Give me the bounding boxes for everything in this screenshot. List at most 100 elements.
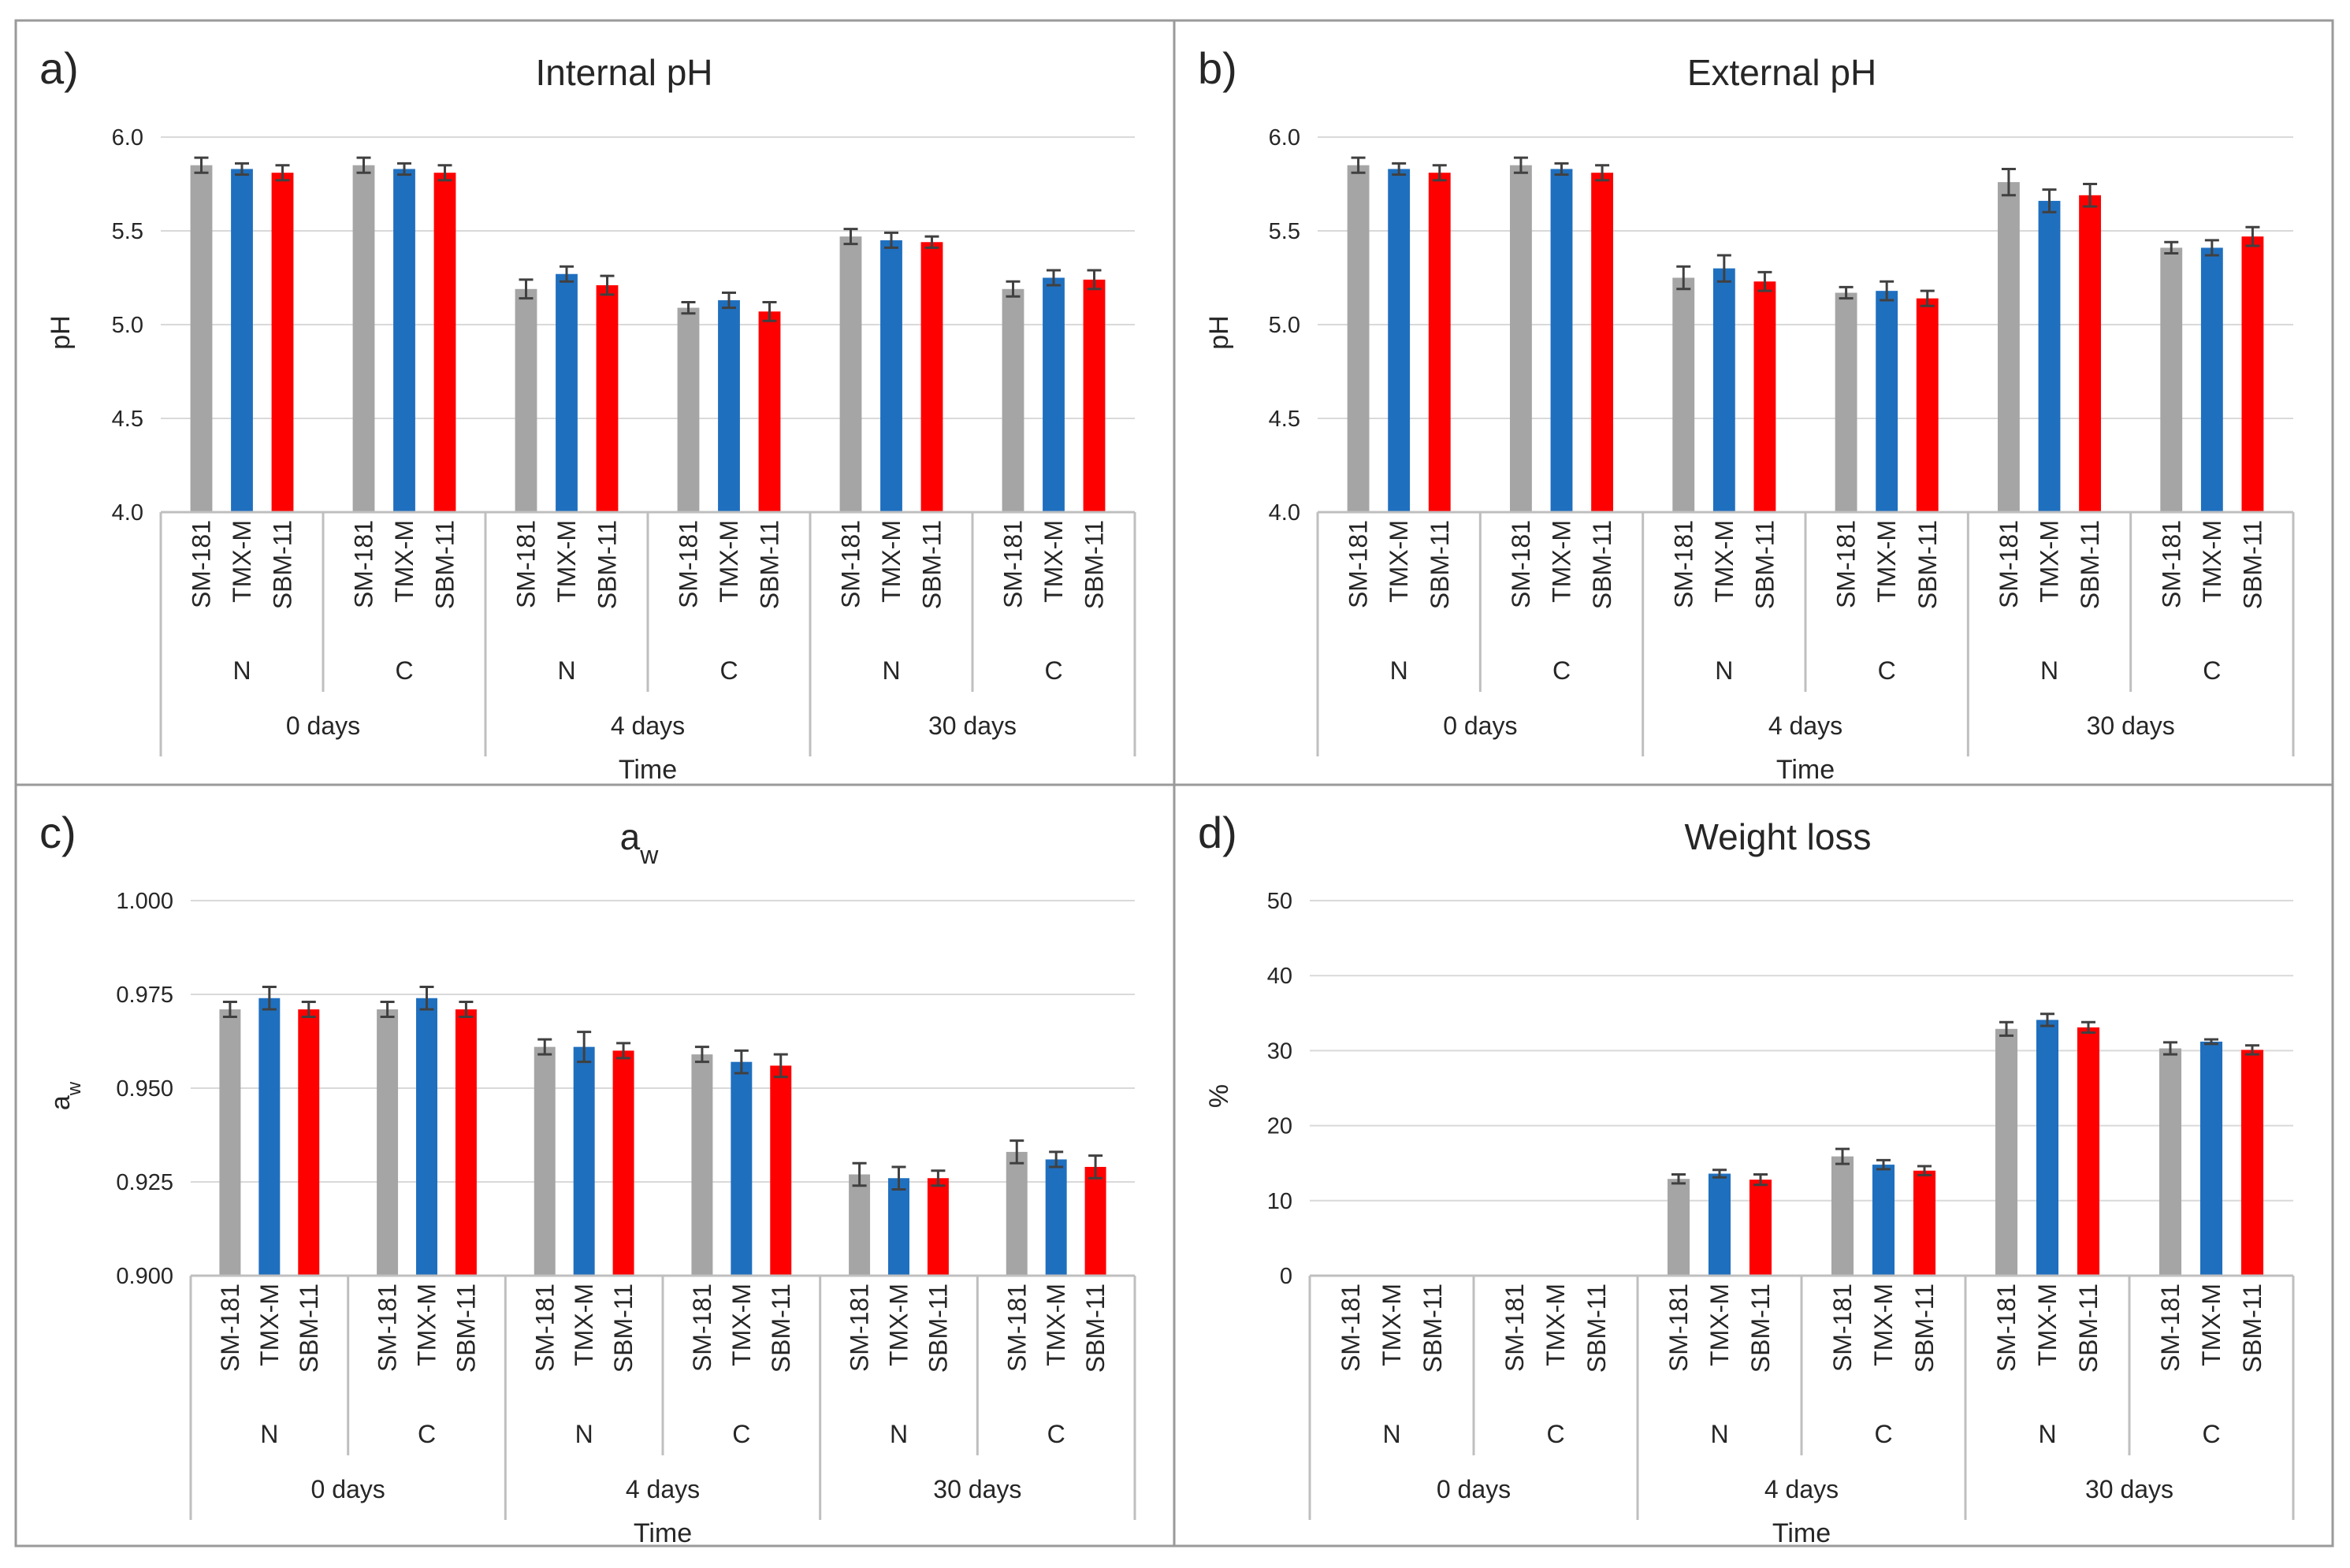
bar [880,240,902,512]
error-bar [852,1161,867,1187]
x-bar-label: SBM-11 [295,1284,323,1373]
x-bar-label: TMX-M [2197,1284,2225,1366]
x-bar-label: SM-181 [1664,1284,1693,1372]
x-time-label: 4 days [626,1475,700,1503]
y-tick-label: 20 [1267,1114,1292,1139]
x-condition-label: N [2040,656,2058,685]
bar [1388,169,1411,512]
x-bar-label: SBM-11 [431,520,459,609]
x-bar-label: SM-181 [374,1284,402,1372]
bar [573,1046,595,1276]
error-bar [2245,225,2260,247]
x-bar-label: SM-181 [1995,520,2023,608]
x-condition-label: C [1044,656,1062,685]
error-bar [681,300,696,315]
error-bar [722,292,736,310]
bar [596,285,619,512]
x-bar-label: TMX-M [1385,520,1413,603]
error-bar [762,300,777,322]
x-bar-label: SM-181 [1500,1284,1529,1372]
x-bar-label: SM-181 [350,520,378,608]
error-bar [222,1001,237,1019]
x-axis-title: Time [619,755,677,785]
y-tick-label: 5.5 [1269,219,1300,244]
x-bar-label: SBM-11 [1419,1284,1447,1373]
bar [1916,298,1939,512]
y-axis-title-subscript: w [64,1081,85,1096]
y-tick-label: 6.0 [1269,125,1300,150]
x-bar-label: TMX-M [228,520,256,603]
x-bar-label: SBM-11 [767,1284,795,1373]
x-bar-label: SM-181 [1669,520,1697,608]
x-bar-label: TMX-M [1541,1284,1570,1366]
x-bar-label: SM-181 [837,520,865,608]
x-condition-label: N [1390,656,1408,685]
y-tick-label: 6.0 [112,125,143,150]
bar [556,273,578,512]
x-bar-label: SM-181 [216,1284,244,1372]
x-condition-label: N [575,1420,593,1448]
bar [2079,195,2102,512]
error-bar [1920,289,1935,307]
x-bar-label: TMX-M [1548,520,1576,603]
error-bar [1880,280,1895,302]
error-bar [2204,239,2219,257]
x-bar-label: SM-181 [2156,1284,2185,1372]
y-tick-label: 0.975 [116,983,173,1008]
x-time-label: 4 days [1768,712,1842,740]
error-bar [275,164,290,182]
y-tick-label: 1.000 [116,889,173,914]
x-bar-label: TMX-M [1705,1284,1734,1366]
error-bar [1671,1172,1686,1185]
x-bar-label: TMX-M [255,1284,284,1366]
bar [190,165,213,512]
panel-b: b) External pH 4.0 4.5 5.0 5.5 6.0 pH SM-181 TMX-… [1173,19,2334,786]
y-tick-label: 4.5 [1269,407,1300,432]
x-bar-label: SBM-11 [1746,1284,1775,1373]
x-bar-label: TMX-M [390,520,418,603]
bar [2241,236,2264,512]
x-bar-label: SM-181 [846,1284,874,1372]
bar [1006,1151,1028,1276]
y-tick-label: 5.5 [112,219,143,244]
panel-a: a) Internal pH 4.0 4.5 5.0 5.5 6.0 pH SM-181 TMX-… [14,19,1176,786]
y-tick-label: 0.925 [116,1170,173,1195]
x-time-label: 30 days [928,712,1017,740]
bar [691,1054,713,1276]
bar [1876,291,1898,512]
x-condition-label: C [1552,656,1571,685]
bar [377,1009,399,1276]
bar [2200,247,2223,512]
error-bar [1392,162,1407,176]
error-bar [1876,1158,1891,1171]
bar [1749,1180,1772,1276]
x-condition-label: N [557,656,575,685]
x-axis-title: Time [1776,755,1835,785]
error-bar [1753,1172,1768,1187]
bar [718,300,740,512]
y-tick-label: 4.0 [112,500,143,526]
x-condition-label: N [1382,1420,1400,1448]
x-bar-label: TMX-M [1869,1284,1898,1366]
x-condition-label: N [2038,1420,2056,1448]
y-axis-title: pH [46,315,76,349]
bar [219,1009,241,1276]
panel-frame [1173,783,2334,1548]
panel-frame [14,783,1176,1548]
x-bar-label: SM-181 [1992,1284,2021,1372]
error-bar [891,1165,906,1191]
bar [1712,268,1735,512]
panel-d: d) Weight loss 0 10 20 30 40 50% SM-181 TMX-M SBM-… [1173,783,2334,1548]
bar [231,169,253,512]
panel-letter: c) [39,808,76,857]
x-condition-label: C [1047,1420,1065,1448]
bar [433,173,456,512]
x-bar-label: SM-181 [1507,520,1535,608]
bar [1347,165,1370,512]
error-bar [1716,254,1731,283]
bar [1667,1179,1690,1276]
bar [1509,165,1532,512]
bar [1550,169,1573,512]
x-bar-label: SBM-11 [924,1284,952,1373]
error-bar [235,162,249,176]
